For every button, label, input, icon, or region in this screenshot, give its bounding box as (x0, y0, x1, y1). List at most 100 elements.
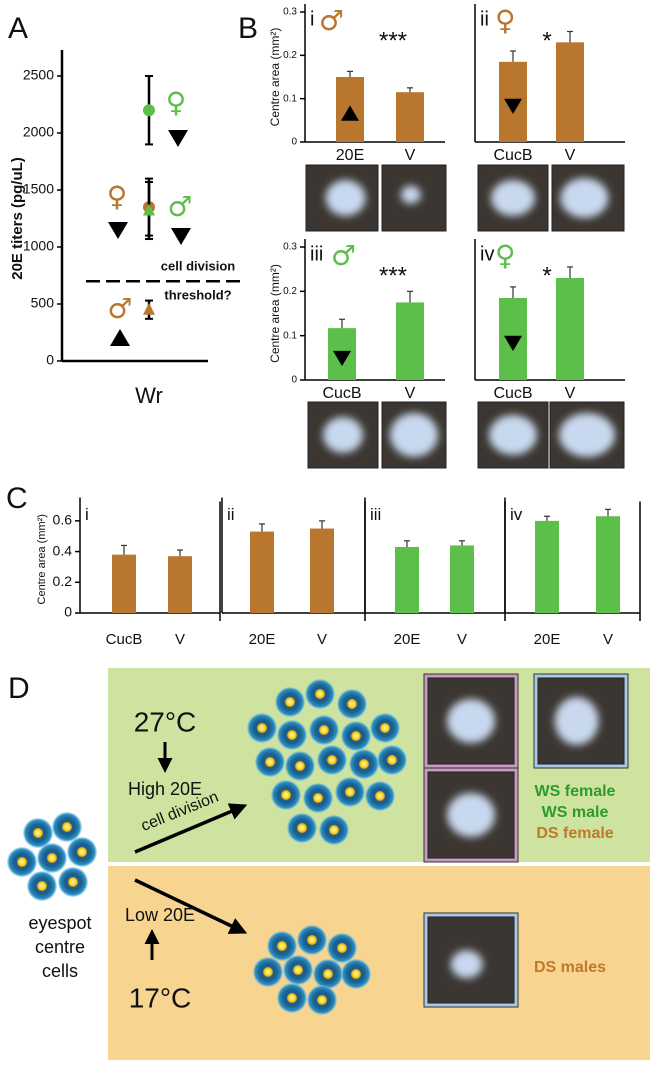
nucleus (313, 793, 323, 803)
arrow-triangle (108, 222, 128, 239)
nucleus (257, 723, 267, 733)
arrow-triangle (171, 228, 191, 245)
eyespot (450, 950, 483, 979)
x-tick-label: CucB (493, 385, 532, 402)
nucleus (323, 969, 333, 979)
y-tick-label: 1000 (23, 238, 54, 254)
arrow-triangle (504, 335, 522, 352)
nucleus (62, 822, 72, 832)
low-20e: Low 20E (125, 905, 195, 925)
nucleus (287, 993, 297, 1003)
nucleus (285, 697, 295, 707)
sex-symbol: ♀ (107, 180, 128, 213)
significance: * (542, 262, 551, 289)
nucleus (281, 790, 291, 800)
y-axis-label: 20E titers (pg/uL) (9, 157, 26, 280)
eyespot (390, 413, 438, 457)
high-20e: High 20E (128, 779, 202, 799)
panel-title: ii (480, 8, 489, 30)
panel-title: iii (310, 243, 323, 265)
eyespot (491, 180, 535, 216)
low-temp-box (108, 866, 650, 1060)
high-temp: 27°C (134, 706, 197, 737)
x-tick-label: CucB (106, 631, 143, 648)
ws-male: WS male (542, 804, 609, 821)
bar (310, 528, 334, 613)
point (143, 203, 155, 216)
x-tick-label: CucB (493, 147, 532, 164)
y-axis-label: Centre area (mm²) (268, 264, 282, 363)
x-tick-label: CucB (322, 385, 361, 402)
x-tick-label: 20E (249, 631, 276, 648)
panel-label: D (8, 672, 30, 705)
panel-title: iv (480, 243, 494, 265)
nucleus (17, 857, 27, 867)
significance: *** (379, 27, 407, 54)
eyespot (560, 178, 609, 218)
bar (396, 92, 424, 142)
nucleus (47, 853, 57, 863)
nucleus (68, 877, 78, 887)
x-tick-label: 20E (394, 631, 421, 648)
y-tick-label: 0.3 (283, 242, 297, 253)
cells-label: cells (42, 961, 78, 981)
eyespot (447, 699, 495, 743)
panel-label: A (8, 12, 28, 45)
nucleus (347, 699, 357, 709)
eyespot (323, 417, 363, 453)
nucleus (319, 725, 329, 735)
nucleus (375, 791, 385, 801)
ds-female: DS female (536, 825, 613, 842)
x-tick-label: 20E (336, 147, 364, 164)
panel-label: C (6, 482, 28, 515)
low-temp: 17°C (129, 982, 192, 1013)
nucleus (287, 730, 297, 740)
bar (535, 520, 559, 613)
nucleus (77, 847, 87, 857)
nucleus (297, 823, 307, 833)
y-tick-label: 0.3 (283, 7, 297, 18)
nucleus (263, 967, 273, 977)
significance: * (542, 27, 551, 54)
nucleus (327, 755, 337, 765)
x-tick-label: 20E (534, 631, 561, 648)
nucleus (351, 969, 361, 979)
y-tick-label: 2500 (23, 67, 54, 83)
y-axis-label: Centre area (mm²) (268, 28, 282, 127)
sex-symbol: ♀ (166, 86, 187, 119)
y-tick-label: 0.1 (283, 330, 297, 341)
x-tick-label: V (405, 147, 416, 164)
nucleus (317, 995, 327, 1005)
ds-males: DS males (534, 959, 606, 976)
arrow-triangle (341, 105, 359, 121)
y-axis-label: Centre area (mm²) (36, 514, 48, 604)
x-tick-label: V (565, 147, 576, 164)
annotation: threshold? (164, 288, 231, 303)
nucleus (265, 757, 275, 767)
nucleus (351, 731, 361, 741)
nucleus (337, 943, 347, 953)
sex-symbol: ♂ (167, 190, 192, 223)
nucleus (295, 761, 305, 771)
sex-symbol: ♂ (107, 292, 132, 325)
nucleus (33, 828, 43, 838)
nucleus (345, 787, 355, 797)
nucleus (359, 759, 369, 769)
sex-symbol: ♀ (495, 4, 516, 37)
eyespot (325, 180, 366, 216)
arrow-triangle (504, 98, 522, 115)
y-tick-label: 0.2 (283, 286, 297, 297)
nucleus (380, 723, 390, 733)
x-tick-label: V (603, 631, 613, 648)
y-tick-label: 0 (291, 375, 297, 386)
arrow (134, 878, 248, 934)
bar (396, 302, 424, 380)
nucleus (307, 935, 317, 945)
point (143, 302, 155, 315)
sex-symbol: ♂ (319, 4, 344, 37)
nucleus (315, 689, 325, 699)
eyespot (447, 793, 495, 837)
sex-symbol: ♀ (495, 239, 516, 272)
y-tick-label: 1500 (23, 181, 54, 197)
